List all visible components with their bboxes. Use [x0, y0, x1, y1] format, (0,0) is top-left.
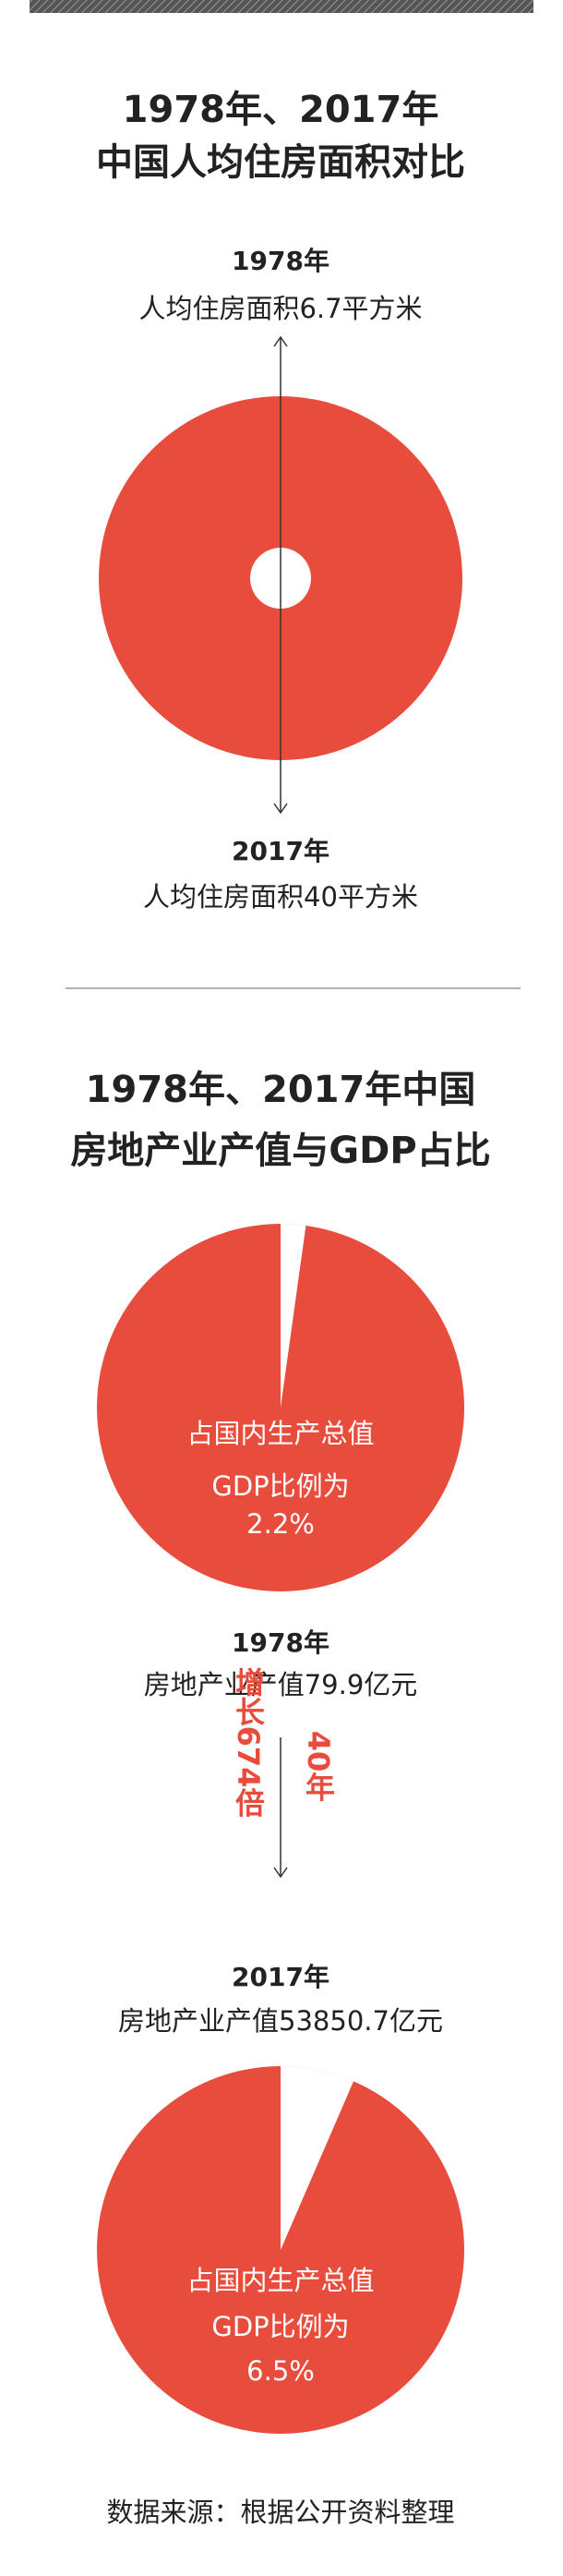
area-label: 人均住房面积40平方米	[143, 881, 418, 913]
pie-slice	[281, 1224, 306, 1408]
value-subtitle: 房地产业产值79.9亿元	[144, 1669, 418, 1700]
chart-title: 中国人均住房面积对比	[96, 141, 465, 184]
chart-title: 1978年、2017年	[123, 89, 439, 131]
area-label: 人均住房面积6.7平方米	[138, 293, 422, 324]
pie-caption: GDP比例为	[211, 2311, 349, 2342]
growth-label: 增长674倍	[231, 1667, 266, 1818]
footer: 数据来源：根据公开资料整理	[106, 2497, 454, 2528]
chart-title: 1978年、2017年中国	[86, 1069, 476, 1111]
year-label: 2017年	[232, 836, 329, 866]
year-label: 2017年	[232, 1962, 329, 1992]
pie-caption: 占国内生产总值	[186, 2265, 374, 2296]
span-label: 40年	[301, 1731, 336, 1802]
arrow-head	[273, 1867, 288, 1879]
pie-value-label: 6.5%	[246, 2355, 315, 2387]
value-subtitle: 房地产业产值53850.7亿元	[118, 2005, 443, 2037]
pie-value-label: 2.2%	[246, 1508, 315, 1540]
arrow-head	[273, 335, 288, 347]
top-strip	[30, 0, 533, 13]
year-label: 1978年	[232, 246, 329, 276]
pie-slice	[281, 2066, 354, 2250]
year-label: 1978年	[232, 1627, 329, 1658]
arrow-head	[273, 803, 288, 815]
chart-title: 房地产业产值与GDP占比	[70, 1130, 490, 1172]
pie-caption: GDP比例为	[211, 1470, 349, 1502]
pie-caption: 占国内生产总值	[186, 1418, 374, 1449]
